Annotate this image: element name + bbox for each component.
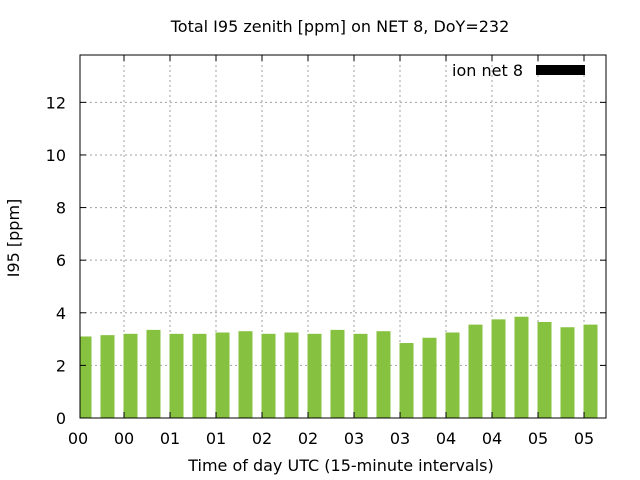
bar <box>330 329 345 418</box>
x-axis-label: Time of day UTC (15-minute intervals) <box>187 456 494 475</box>
gridlines <box>80 55 606 418</box>
x-tick-label: 00 <box>68 429 88 448</box>
bar <box>146 329 161 418</box>
bar <box>399 343 414 418</box>
bar <box>537 321 552 418</box>
y-tick-label: 4 <box>56 304 66 323</box>
x-tick-label: 02 <box>252 429 272 448</box>
y-tick-label: 2 <box>56 356 66 375</box>
bar <box>376 331 391 418</box>
bar <box>100 335 115 418</box>
bar-series <box>80 316 598 418</box>
x-tick-label: 01 <box>206 429 226 448</box>
bar <box>468 324 483 418</box>
chart-title: Total I95 zenith [ppm] on NET 8, DoY=232 <box>170 17 510 36</box>
x-tick-label: 03 <box>344 429 364 448</box>
bar <box>238 331 253 418</box>
legend-label: ion net 8 <box>452 61 523 80</box>
x-tick-label: 04 <box>436 429 456 448</box>
bar <box>560 327 575 418</box>
legend-swatch <box>536 65 585 75</box>
bar <box>353 333 368 418</box>
x-tick-label: 01 <box>160 429 180 448</box>
plot-frame <box>79 54 607 419</box>
y-tick-label: 10 <box>46 146 66 165</box>
x-axis-ticks: 00 00 01 01 02 02 03 03 04 04 05 05 <box>68 55 594 448</box>
x-tick-label: 05 <box>528 429 548 448</box>
legend: ion net 8 <box>452 61 585 80</box>
x-tick-label: 03 <box>390 429 410 448</box>
y-tick-label: 8 <box>56 199 66 218</box>
bar <box>284 332 299 418</box>
x-tick-label: 05 <box>574 429 594 448</box>
bar <box>307 333 322 418</box>
x-tick-label: 04 <box>482 429 502 448</box>
bar <box>261 333 276 418</box>
y-tick-label: 0 <box>56 409 66 428</box>
bar <box>445 332 460 418</box>
bar <box>491 319 506 418</box>
x-tick-label: 02 <box>298 429 318 448</box>
bar <box>80 336 92 418</box>
y-axis-label: I95 [ppm] <box>4 199 23 278</box>
y-axis-ticks: 0 2 4 6 8 10 12 <box>46 93 606 428</box>
bar <box>123 333 138 418</box>
bar <box>422 337 437 418</box>
bar <box>583 324 598 418</box>
bar <box>514 316 529 418</box>
x-tick-label: 00 <box>114 429 134 448</box>
bar <box>215 332 230 418</box>
bar <box>192 333 207 418</box>
y-tick-label: 6 <box>56 251 66 270</box>
bar <box>169 333 184 418</box>
y-tick-label: 12 <box>46 93 66 112</box>
